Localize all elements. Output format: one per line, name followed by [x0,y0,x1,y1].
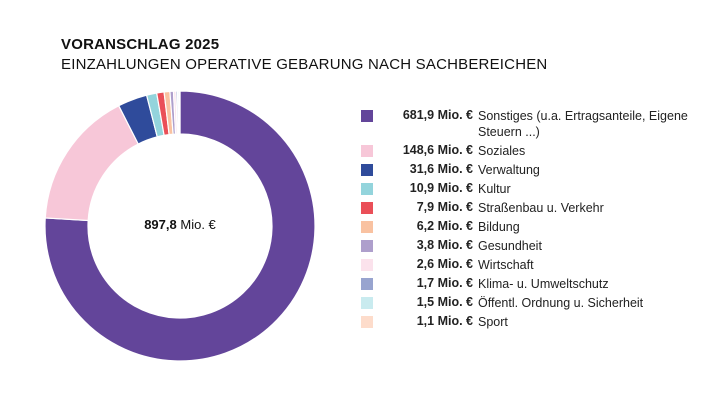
legend-value: 1,7 Mio. € [416,276,473,290]
legend-label: Klima- u. Umweltschutz [478,277,609,291]
legend-label: Kultur [478,182,511,196]
legend-label: Straßenbau u. Verkehr [478,201,604,215]
legend-label: Wirtschaft [478,258,534,272]
legend-value: 1,1 Mio. € [416,314,473,328]
legend-item: 1,5 Mio. € Öffentl. Ordnung u. Sicherheit [361,295,701,314]
slice-10 [178,90,181,135]
legend-value: 148,6 Mio. € [402,143,473,157]
legend-swatch [361,164,373,176]
legend-value: 1,5 Mio. € [416,295,473,309]
legend-value: 681,9 Mio. € [402,108,473,122]
legend-label: Sonstiges (u.a. Ertragsanteile, Eigene S… [478,109,688,139]
legend-value: 3,8 Mio. € [416,238,473,252]
legend-item: 6,2 Mio. € Bildung [361,219,701,238]
legend-value: 6,2 Mio. € [416,219,473,233]
legend-swatch [361,183,373,195]
legend-swatch [361,259,373,271]
legend-swatch [361,110,373,122]
legend-label: Sport [478,315,508,329]
legend-value: 7,9 Mio. € [416,200,473,214]
center-value: 897,8 [144,217,177,232]
legend-item: 10,9 Mio. € Kultur [361,181,701,200]
legend-label: Gesundheit [478,239,542,253]
legend-swatch [361,297,373,309]
chart-title: VORANSCHLAG 2025 [61,36,220,53]
legend-item: 3,8 Mio. € Gesundheit [361,238,701,257]
center-unit: Mio. € [180,217,216,232]
legend-label: Öffentl. Ordnung u. Sicherheit [478,296,644,310]
slice-0 [44,90,316,362]
legend-label: Verwaltung [478,163,540,177]
legend-swatch [361,240,373,252]
legend-swatch [361,221,373,233]
legend-swatch [361,202,373,214]
legend-item: 681,9 Mio. € Sonstiges (u.a. Ertragsantei… [361,108,701,143]
legend-swatch [361,278,373,290]
legend-item: 2,6 Mio. € Wirtschaft [361,257,701,276]
chart-subtitle: EINZAHLUNGEN OPERATIVE GEBARUNG NACH SAC… [61,56,548,73]
legend-item: 1,1 Mio. € Sport [361,314,701,333]
slice-1 [44,104,140,222]
legend-label: Soziales [478,144,526,158]
legend-swatch [361,145,373,157]
legend-value: 31,6 Mio. € [409,162,473,176]
center-total: 897,8 Mio. € [120,217,240,232]
legend-item: 31,6 Mio. € Verwaltung [361,162,701,181]
legend-item: 148,6 Mio. € Soziales [361,143,701,162]
donut-chart [44,90,316,362]
legend-item: 1,7 Mio. € Klima- u. Umweltschutz [361,276,701,295]
legend: 681,9 Mio. € Sonstiges (u.a. Ertragsantei… [361,108,701,333]
legend-label: Bildung [478,220,520,234]
legend-value: 10,9 Mio. € [409,181,473,195]
legend-swatch [361,316,373,328]
legend-item: 7,9 Mio. € Straßenbau u. Verkehr [361,200,701,219]
legend-value: 2,6 Mio. € [416,257,473,271]
